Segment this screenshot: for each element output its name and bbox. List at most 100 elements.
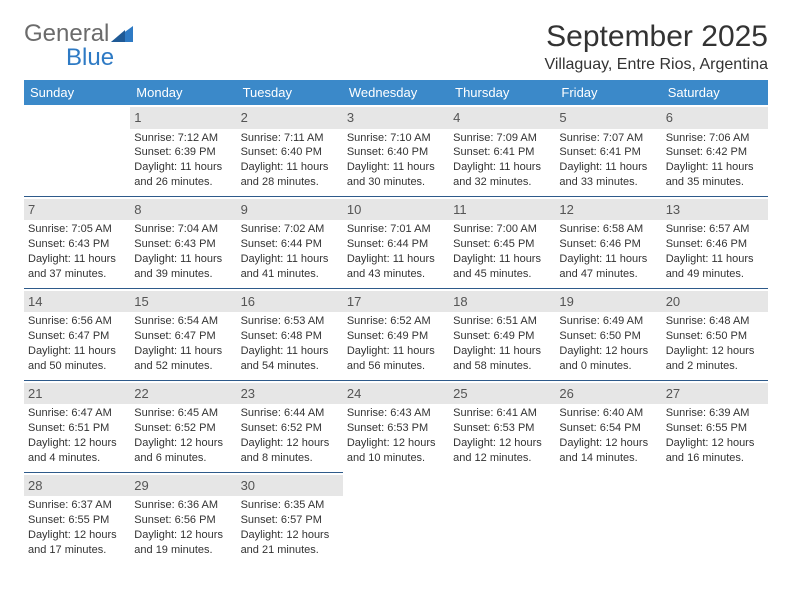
sunset-text: Sunset: 6:50 PM [666,329,764,344]
daylight-text: and 39 minutes. [134,267,232,282]
sunset-text: Sunset: 6:56 PM [134,513,232,528]
sunset-text: Sunset: 6:47 PM [134,329,232,344]
calendar-day-cell [449,472,555,563]
daylight-text: Daylight: 11 hours [347,160,445,175]
sunrise-text: Sunrise: 7:12 AM [134,131,232,146]
calendar-day-cell: 18Sunrise: 6:51 AMSunset: 6:49 PMDayligh… [449,288,555,380]
sunrise-text: Sunrise: 7:00 AM [453,222,551,237]
sunrise-text: Sunrise: 7:02 AM [241,222,339,237]
daylight-text: and 26 minutes. [134,175,232,190]
calendar-table: SundayMondayTuesdayWednesdayThursdayFrid… [24,80,768,564]
logo: General Blue [24,20,137,48]
sunrise-text: Sunrise: 6:40 AM [559,406,657,421]
sunset-text: Sunset: 6:40 PM [347,145,445,160]
day-number: 23 [237,383,343,405]
calendar-day-cell: 6Sunrise: 7:06 AMSunset: 6:42 PMDaylight… [662,105,768,196]
daylight-text: and 50 minutes. [28,359,126,374]
sunrise-text: Sunrise: 7:11 AM [241,131,339,146]
sunset-text: Sunset: 6:52 PM [134,421,232,436]
calendar-week-row: 1Sunrise: 7:12 AMSunset: 6:39 PMDaylight… [24,105,768,196]
sunset-text: Sunset: 6:51 PM [28,421,126,436]
sunrise-text: Sunrise: 7:05 AM [28,222,126,237]
calendar-day-cell: 4Sunrise: 7:09 AMSunset: 6:41 PMDaylight… [449,105,555,196]
sunset-text: Sunset: 6:55 PM [28,513,126,528]
daylight-text: and 0 minutes. [559,359,657,374]
calendar-day-cell: 23Sunrise: 6:44 AMSunset: 6:52 PMDayligh… [237,380,343,472]
header: General Blue September 2025 Villaguay, E… [24,20,768,74]
sunrise-text: Sunrise: 6:36 AM [134,498,232,513]
logo-sail-icon [111,24,137,44]
sunrise-text: Sunrise: 6:35 AM [241,498,339,513]
page-title: September 2025 [544,20,768,54]
sunrise-text: Sunrise: 6:47 AM [28,406,126,421]
day-number: 1 [130,107,236,129]
day-number: 2 [237,107,343,129]
sunset-text: Sunset: 6:42 PM [666,145,764,160]
daylight-text: and 33 minutes. [559,175,657,190]
calendar-day-cell: 9Sunrise: 7:02 AMSunset: 6:44 PMDaylight… [237,196,343,288]
daylight-text: and 21 minutes. [241,543,339,558]
sunset-text: Sunset: 6:43 PM [28,237,126,252]
sunset-text: Sunset: 6:41 PM [453,145,551,160]
sunrise-text: Sunrise: 6:52 AM [347,314,445,329]
day-number: 13 [662,199,768,221]
sunrise-text: Sunrise: 6:58 AM [559,222,657,237]
daylight-text: Daylight: 12 hours [347,436,445,451]
weekday-header: Sunday [24,80,130,105]
calendar-day-cell: 16Sunrise: 6:53 AMSunset: 6:48 PMDayligh… [237,288,343,380]
sunrise-text: Sunrise: 6:37 AM [28,498,126,513]
daylight-text: and 10 minutes. [347,451,445,466]
calendar-day-cell: 5Sunrise: 7:07 AMSunset: 6:41 PMDaylight… [555,105,661,196]
daylight-text: and 8 minutes. [241,451,339,466]
daylight-text: and 19 minutes. [134,543,232,558]
daylight-text: and 4 minutes. [28,451,126,466]
sunrise-text: Sunrise: 6:41 AM [453,406,551,421]
day-number: 29 [130,475,236,497]
logo-text-2: Blue [66,44,114,72]
location-text: Villaguay, Entre Rios, Argentina [544,56,768,74]
daylight-text: and 28 minutes. [241,175,339,190]
daylight-text: and 58 minutes. [453,359,551,374]
weekday-header: Tuesday [237,80,343,105]
daylight-text: Daylight: 12 hours [241,436,339,451]
sunset-text: Sunset: 6:41 PM [559,145,657,160]
day-number: 12 [555,199,661,221]
calendar-day-cell [662,472,768,563]
sunrise-text: Sunrise: 6:49 AM [559,314,657,329]
daylight-text: and 45 minutes. [453,267,551,282]
calendar-day-cell [343,472,449,563]
daylight-text: and 56 minutes. [347,359,445,374]
day-number: 25 [449,383,555,405]
calendar-day-cell: 10Sunrise: 7:01 AMSunset: 6:44 PMDayligh… [343,196,449,288]
day-number: 30 [237,475,343,497]
calendar-week-row: 21Sunrise: 6:47 AMSunset: 6:51 PMDayligh… [24,380,768,472]
daylight-text: Daylight: 12 hours [666,436,764,451]
sunrise-text: Sunrise: 6:53 AM [241,314,339,329]
calendar-day-cell: 28Sunrise: 6:37 AMSunset: 6:55 PMDayligh… [24,472,130,563]
calendar-week-row: 14Sunrise: 6:56 AMSunset: 6:47 PMDayligh… [24,288,768,380]
calendar-day-cell: 8Sunrise: 7:04 AMSunset: 6:43 PMDaylight… [130,196,236,288]
sunrise-text: Sunrise: 6:57 AM [666,222,764,237]
calendar-day-cell: 30Sunrise: 6:35 AMSunset: 6:57 PMDayligh… [237,472,343,563]
daylight-text: Daylight: 11 hours [241,160,339,175]
day-number: 26 [555,383,661,405]
daylight-text: Daylight: 11 hours [347,252,445,267]
daylight-text: Daylight: 11 hours [241,344,339,359]
calendar-day-cell: 25Sunrise: 6:41 AMSunset: 6:53 PMDayligh… [449,380,555,472]
calendar-day-cell: 3Sunrise: 7:10 AMSunset: 6:40 PMDaylight… [343,105,449,196]
sunset-text: Sunset: 6:40 PM [241,145,339,160]
calendar-week-row: 28Sunrise: 6:37 AMSunset: 6:55 PMDayligh… [24,472,768,563]
calendar-day-cell: 1Sunrise: 7:12 AMSunset: 6:39 PMDaylight… [130,105,236,196]
calendar-day-cell: 17Sunrise: 6:52 AMSunset: 6:49 PMDayligh… [343,288,449,380]
sunrise-text: Sunrise: 6:54 AM [134,314,232,329]
daylight-text: Daylight: 12 hours [241,528,339,543]
sunrise-text: Sunrise: 6:48 AM [666,314,764,329]
sunset-text: Sunset: 6:44 PM [241,237,339,252]
weekday-header: Wednesday [343,80,449,105]
weekday-header: Friday [555,80,661,105]
calendar-day-cell [24,105,130,196]
calendar-day-cell: 14Sunrise: 6:56 AMSunset: 6:47 PMDayligh… [24,288,130,380]
daylight-text: and 54 minutes. [241,359,339,374]
sunset-text: Sunset: 6:47 PM [28,329,126,344]
day-number: 17 [343,291,449,313]
